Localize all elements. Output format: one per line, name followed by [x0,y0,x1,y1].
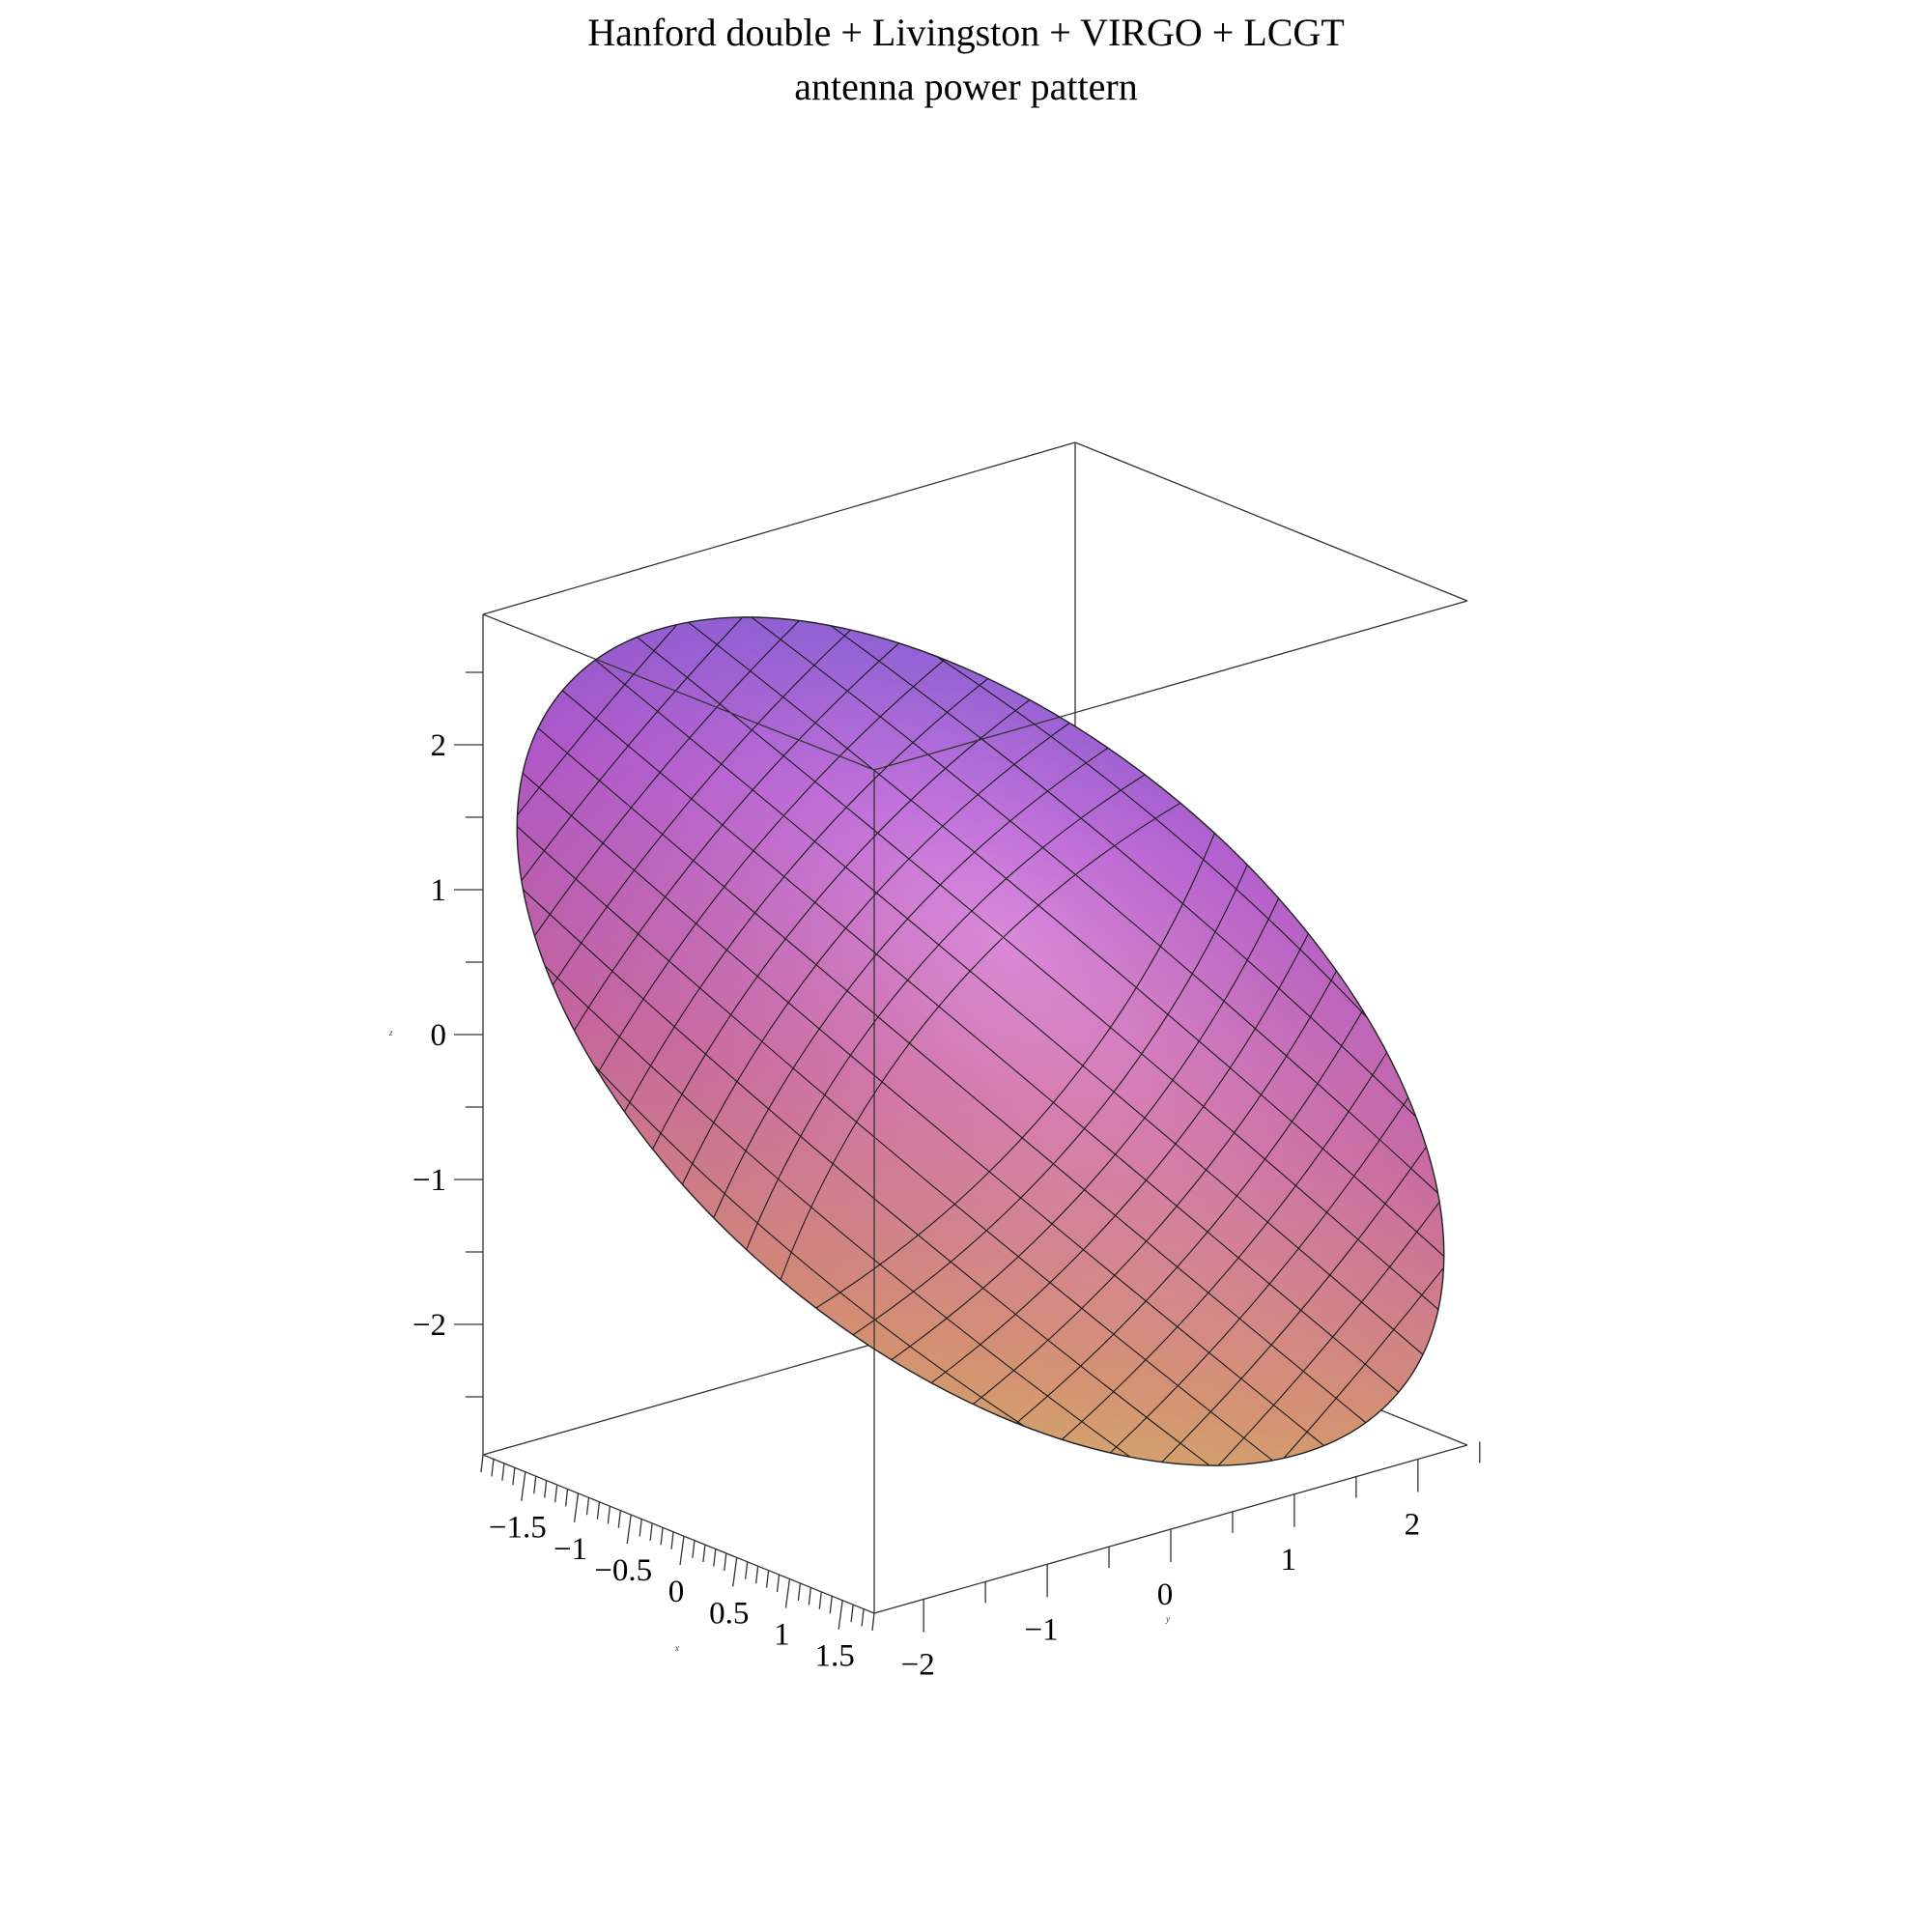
x-tick-label: 1.5 [815,1639,855,1674]
y-tick-label: 1 [1281,1543,1297,1577]
x-tick-label: −1.5 [489,1511,547,1546]
mesh-parallel [516,826,1273,1462]
x-tick [713,1548,717,1567]
x-tick [797,1582,802,1602]
x-tick [670,1531,674,1549]
x-axis-label: x [674,1643,679,1653]
mesh-parallel [751,616,1438,1194]
z-tick-label: −2 [412,1308,446,1343]
x-tick [829,1596,833,1614]
x-tick [660,1527,664,1546]
y-tick-label: −1 [1025,1612,1059,1647]
x-tick [692,1540,696,1558]
x-tick [607,1506,611,1524]
mesh-parallel [830,625,1417,1118]
x-tick-label: 0 [668,1575,685,1609]
x-axis: −1.5−1−0.5 0 0.5 1 1.5 x [480,1454,875,1674]
x-tick [564,1489,569,1507]
y-axis-label: y [1165,1614,1170,1624]
chart-title-line-2: antenna power pattern [794,65,1138,108]
lobe-outline [516,616,1445,1466]
x-tick [745,1561,749,1579]
y-tick-label: −2 [901,1648,935,1683]
mesh-parallel [637,637,1439,1310]
x-tick [649,1522,653,1541]
x-tick [480,1454,484,1473]
x-tick [702,1545,706,1563]
z-tick-label: 1 [431,873,447,908]
box-edge [482,613,875,771]
x-tick [818,1591,822,1609]
mesh-parallel [561,690,1400,1393]
x-tick [491,1459,495,1477]
chart-title-line-1: Hanford double + Livingston + VIRGO + LC… [587,11,1345,54]
x-tick [533,1476,537,1494]
x-tick [639,1519,642,1537]
x-tick [871,1612,875,1632]
x-tick-label: −1 [554,1532,587,1567]
x-tick [544,1480,548,1498]
mesh-parallel [936,656,1368,1019]
box-edge [482,1454,875,1614]
z-axis: 2 1 0 −1 −2 z [388,671,483,1398]
x-tick [765,1570,770,1588]
box-edge [482,441,1076,615]
z-tick-label: 0 [431,1018,447,1053]
box-edge [873,600,1468,771]
x-tick [554,1484,558,1503]
y-tick-label: 2 [1405,1508,1421,1543]
x-tick [724,1552,727,1572]
x-tick [776,1575,781,1593]
x-tick [585,1497,590,1516]
x-tick [732,1557,738,1587]
x-tick [573,1492,580,1522]
plot-box-front [482,600,1468,1614]
antenna-pattern-surface [516,616,1445,1466]
mesh-parallel [544,965,1131,1458]
mesh-parallel [594,659,1424,1355]
x-tick [784,1578,791,1608]
mesh-parallel [593,1064,1025,1427]
y-tick-label: 0 [1157,1577,1174,1612]
x-tick [679,1536,685,1566]
y-axis: −2 −1 0 1 2 y [901,1441,1481,1683]
lobe-mesh [516,616,1445,1466]
mesh-parallel [523,889,1210,1466]
x-tick [521,1471,526,1501]
z-tick-label: 2 [431,728,447,763]
x-tick [501,1463,505,1481]
x-tick [617,1510,621,1528]
x-tick-label: −0.5 [594,1553,652,1588]
box-edge [1074,441,1468,602]
mesh-parallel [522,773,1324,1446]
x-tick [808,1587,811,1605]
mesh-parallel [688,621,1445,1257]
z-tick-label: −1 [412,1163,446,1198]
x-tick [754,1566,759,1584]
x-tick-label: 1 [774,1618,790,1653]
x-tick [596,1501,601,1520]
x-tick-label: 0.5 [709,1596,749,1631]
mesh-parallel [537,727,1367,1424]
x-tick [512,1467,516,1486]
x-tick [626,1514,632,1545]
z-axis-label: z [388,1028,393,1037]
x-tick [838,1600,843,1630]
x-tick [850,1605,854,1623]
x-tick [861,1608,865,1627]
